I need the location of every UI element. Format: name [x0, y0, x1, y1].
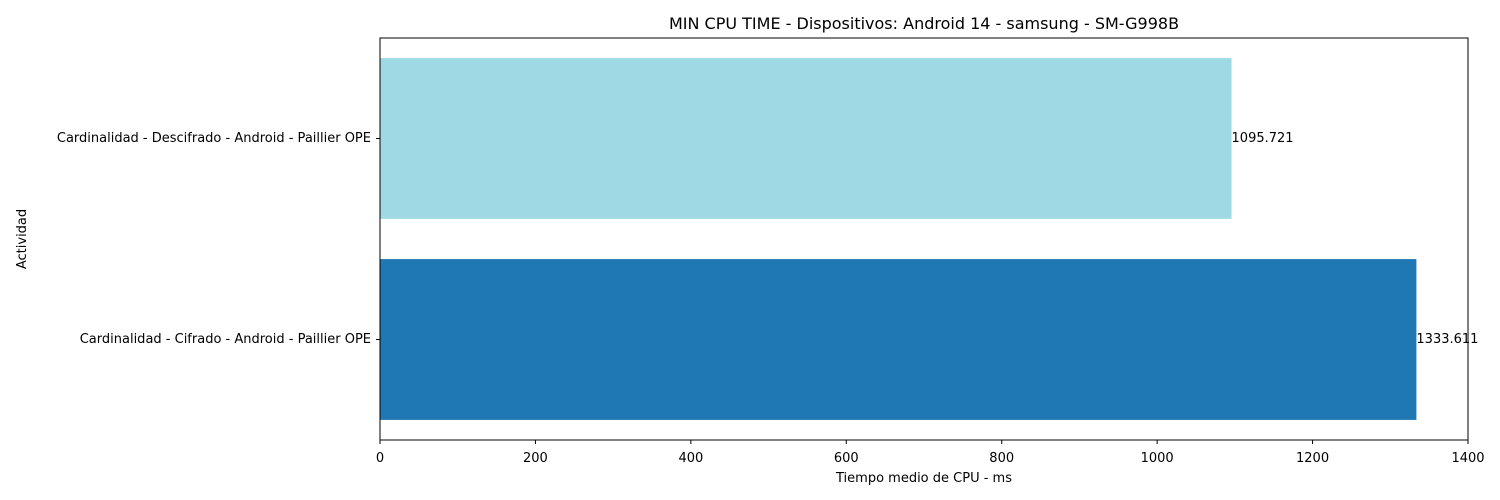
x-axis-ticks: 0 200 400 600 800 1000 1200 1400	[376, 440, 1485, 466]
x-tick-label-1400: 1400	[1451, 451, 1484, 466]
bar-value-label-2: 1333.611	[1416, 332, 1478, 347]
y-tick-label-1: Cardinalidad - Descifrado - Android - Pa…	[57, 131, 371, 146]
x-tick-label-600: 600	[834, 451, 859, 466]
value-labels-layer: 1095.721 1333.611	[1232, 131, 1479, 347]
y-axis-ticks: Cardinalidad - Descifrado - Android - Pa…	[57, 131, 380, 347]
bar-value-label-1: 1095.721	[1232, 131, 1294, 146]
bar-2	[380, 259, 1417, 420]
x-axis-label: Tiempo medio de CPU - ms	[835, 471, 1012, 486]
x-tick-label-800: 800	[989, 451, 1014, 466]
x-tick-label-1000: 1000	[1141, 451, 1174, 466]
plot-area-frame	[379, 37, 1469, 441]
x-tick-label-400: 400	[678, 451, 703, 466]
chart-title: MIN CPU TIME - Dispositivos: Android 14 …	[669, 14, 1179, 33]
y-axis-label: Actividad	[15, 209, 30, 269]
x-tick-label-0: 0	[376, 451, 384, 466]
y-tick-label-2: Cardinalidad - Cifrado - Android - Paill…	[80, 332, 371, 347]
x-tick-label-200: 200	[523, 451, 548, 466]
bars-layer	[380, 58, 1417, 420]
bar-1	[380, 58, 1232, 219]
x-tick-label-1200: 1200	[1296, 451, 1329, 466]
